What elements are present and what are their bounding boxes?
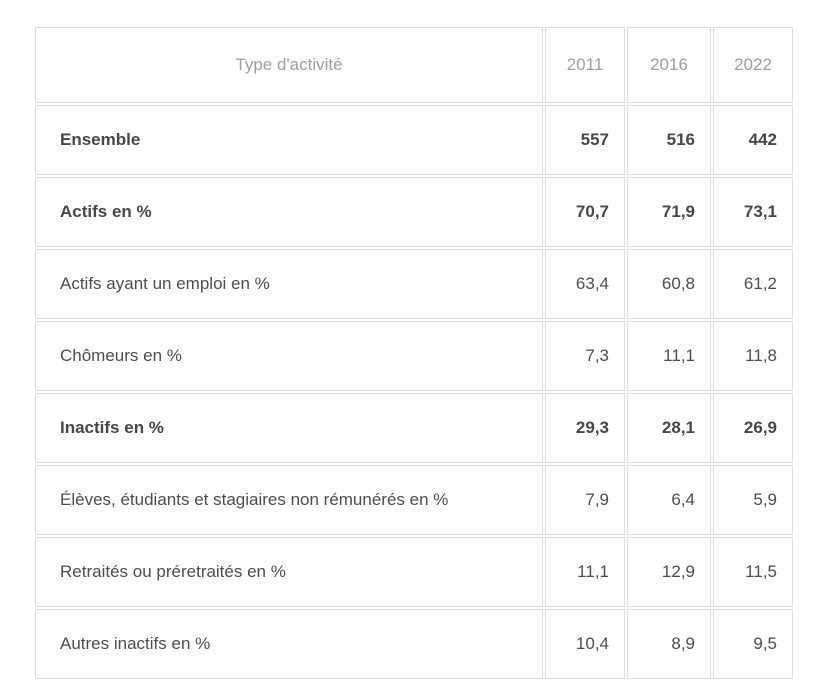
column-header-type-activite: Type d'activité bbox=[35, 27, 543, 103]
table-header-row: Type d'activité 2011 2016 2022 bbox=[35, 27, 793, 103]
table-row-ensemble: Ensemble 557 516 442 bbox=[35, 105, 793, 175]
value-cell-2011: 10,4 bbox=[545, 609, 625, 679]
value-cell-2022: 11,8 bbox=[713, 321, 793, 391]
value-cell-2011: 7,3 bbox=[545, 321, 625, 391]
value-cell-2011: 557 bbox=[545, 105, 625, 175]
row-label: Retraités ou préretraités en % bbox=[35, 537, 543, 607]
activity-table-container: Type d'activité 2011 2016 2022 Ensemble … bbox=[33, 25, 795, 681]
value-cell-2011: 7,9 bbox=[545, 465, 625, 535]
value-cell-2016: 12,9 bbox=[627, 537, 711, 607]
column-header-2022: 2022 bbox=[713, 27, 793, 103]
column-header-2011: 2011 bbox=[545, 27, 625, 103]
value-cell-2022: 73,1 bbox=[713, 177, 793, 247]
table-row-inactifs: Inactifs en % 29,3 28,1 26,9 bbox=[35, 393, 793, 463]
value-cell-2016: 516 bbox=[627, 105, 711, 175]
row-label: Autres inactifs en % bbox=[35, 609, 543, 679]
table-row-actifs: Actifs en % 70,7 71,9 73,1 bbox=[35, 177, 793, 247]
value-cell-2022: 442 bbox=[713, 105, 793, 175]
value-cell-2022: 11,5 bbox=[713, 537, 793, 607]
value-cell-2022: 9,5 bbox=[713, 609, 793, 679]
column-header-2016: 2016 bbox=[627, 27, 711, 103]
value-cell-2011: 70,7 bbox=[545, 177, 625, 247]
row-label: Actifs en % bbox=[35, 177, 543, 247]
value-cell-2016: 8,9 bbox=[627, 609, 711, 679]
row-label: Inactifs en % bbox=[35, 393, 543, 463]
activity-by-year-table: Type d'activité 2011 2016 2022 Ensemble … bbox=[33, 25, 795, 681]
table-row-retraites: Retraités ou préretraités en % 11,1 12,9… bbox=[35, 537, 793, 607]
row-label: Chômeurs en % bbox=[35, 321, 543, 391]
value-cell-2022: 26,9 bbox=[713, 393, 793, 463]
value-cell-2016: 28,1 bbox=[627, 393, 711, 463]
row-label: Élèves, étudiants et stagiaires non rému… bbox=[35, 465, 543, 535]
value-cell-2022: 61,2 bbox=[713, 249, 793, 319]
row-label: Actifs ayant un emploi en % bbox=[35, 249, 543, 319]
row-label: Ensemble bbox=[35, 105, 543, 175]
value-cell-2016: 11,1 bbox=[627, 321, 711, 391]
table-row-eleves: Élèves, étudiants et stagiaires non rému… bbox=[35, 465, 793, 535]
value-cell-2011: 63,4 bbox=[545, 249, 625, 319]
value-cell-2011: 11,1 bbox=[545, 537, 625, 607]
value-cell-2016: 71,9 bbox=[627, 177, 711, 247]
table-row-autres-inactifs: Autres inactifs en % 10,4 8,9 9,5 bbox=[35, 609, 793, 679]
value-cell-2011: 29,3 bbox=[545, 393, 625, 463]
value-cell-2022: 5,9 bbox=[713, 465, 793, 535]
value-cell-2016: 60,8 bbox=[627, 249, 711, 319]
table-row-chomeurs: Chômeurs en % 7,3 11,1 11,8 bbox=[35, 321, 793, 391]
value-cell-2016: 6,4 bbox=[627, 465, 711, 535]
table-row-actifs-emploi: Actifs ayant un emploi en % 63,4 60,8 61… bbox=[35, 249, 793, 319]
